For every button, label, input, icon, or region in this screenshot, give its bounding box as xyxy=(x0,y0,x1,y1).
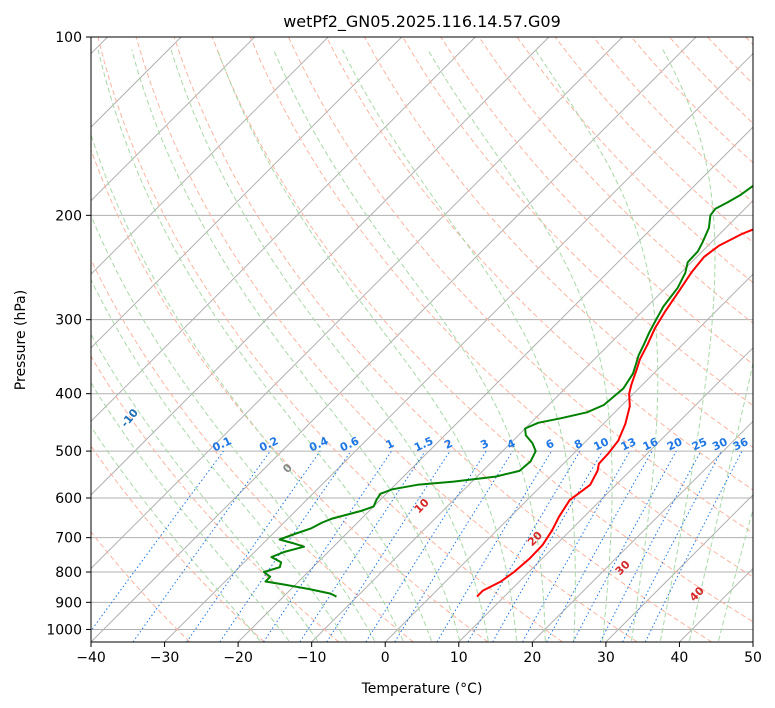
x-axis-ticks: −40 −30 −20 −10 0 10 20 30 40 50 xyxy=(76,642,762,666)
dewpoint-profile-line xyxy=(262,184,753,598)
x-tick-label: 10 xyxy=(450,650,468,666)
y-tick-label: 900 xyxy=(55,595,82,611)
x-tick-label: 40 xyxy=(671,650,689,666)
mixing-ratio-line xyxy=(394,450,514,642)
dry-adiabat-line xyxy=(402,37,753,407)
isobar-gridlines xyxy=(91,37,753,630)
mixing-ratio-line xyxy=(91,450,224,632)
mixing-ratio-label: 16 xyxy=(641,435,661,453)
mixing-ratio-label: 20 xyxy=(665,435,685,453)
mixing-ratio-line xyxy=(644,450,743,642)
moist-adiabat-line xyxy=(689,360,753,641)
y-tick-label: 700 xyxy=(55,531,82,547)
mixing-ratio-label: 10 xyxy=(592,435,612,453)
mixing-ratio-line xyxy=(546,450,653,642)
dry-adiabat-line xyxy=(91,445,265,642)
y-tick-label: 500 xyxy=(55,444,82,460)
sounding-profiles xyxy=(262,184,753,598)
dry-adiabat-line xyxy=(91,258,414,642)
dry-adiabat-line xyxy=(211,37,753,623)
moist-adiabat-line xyxy=(131,49,461,641)
y-tick-label: 100 xyxy=(55,30,82,46)
mixing-ratio-line xyxy=(522,450,631,642)
moist-adiabat-line xyxy=(97,49,432,641)
moist-adiabat-line xyxy=(91,214,376,642)
mixing-ratio-line xyxy=(132,450,271,642)
x-tick-label: −20 xyxy=(223,650,253,666)
moist-adiabat-line xyxy=(341,49,576,641)
x-axis-label: Temperature (°C) xyxy=(361,681,483,697)
y-tick-label: 1000 xyxy=(46,622,82,638)
mixing-ratio-line xyxy=(186,450,321,642)
dry-adiabat-line xyxy=(249,37,753,578)
moist-adiabat-line xyxy=(217,49,518,641)
x-tick-label: 20 xyxy=(523,650,541,666)
dry-adiabat-line xyxy=(173,37,713,642)
isotherm-line xyxy=(605,494,753,642)
isotherm-line xyxy=(91,37,623,570)
x-tick-label: −40 xyxy=(76,650,106,666)
dry-adiabat-line xyxy=(91,148,489,642)
moist-adiabats xyxy=(91,49,753,642)
moist-adiabat-line xyxy=(718,507,753,641)
mixing-ratio-label: 13 xyxy=(619,435,638,453)
dry-adiabat-line xyxy=(97,37,563,642)
isotherm-line xyxy=(384,273,753,642)
mixing-ratio-lines xyxy=(91,450,743,642)
isotherm-line xyxy=(91,37,329,275)
y-tick-label: 300 xyxy=(55,313,82,329)
x-tick-label: 30 xyxy=(597,650,615,666)
dry-adiabat-line xyxy=(516,37,753,284)
moist-adiabat-line xyxy=(170,49,489,641)
y-tick-label: 800 xyxy=(55,565,82,581)
plot-frame xyxy=(90,36,754,643)
mixing-ratio-label: 36 xyxy=(731,435,751,453)
y-tick-label: 400 xyxy=(55,387,82,403)
moist-adiabat-line xyxy=(427,49,613,641)
isotherm-line xyxy=(531,420,753,642)
isotherm-line xyxy=(91,37,550,496)
dry-adiabat-line xyxy=(326,37,753,491)
isotherm-line xyxy=(164,52,753,642)
isotherm-line xyxy=(91,37,256,202)
mixing-ratio-label: 25 xyxy=(690,435,709,453)
y-tick-label: 600 xyxy=(55,491,82,507)
moist-adiabat-line xyxy=(534,49,659,641)
x-tick-label: −10 xyxy=(297,650,327,666)
isotherm-line xyxy=(91,37,697,642)
isotherm-line xyxy=(91,37,476,423)
moist-adiabat-line xyxy=(91,333,319,642)
dry-adiabats xyxy=(91,37,753,642)
moist-adiabat-line xyxy=(660,49,716,641)
mixing-ratio-line xyxy=(263,450,392,642)
mixing-ratio-label: 30 xyxy=(710,435,730,453)
dry-adiabat-line xyxy=(91,531,191,642)
y-axis-ticks: 100 200 300 400 500 600 700 800 900 1000 xyxy=(46,30,91,638)
chart-title: wetPf2_GN05.2025.116.14.57.G09 xyxy=(283,12,561,32)
moist-adiabat-line xyxy=(273,49,546,641)
isotherm-line xyxy=(237,126,753,642)
mixing-ratio-line xyxy=(299,450,426,642)
isotherm-line xyxy=(458,347,753,642)
isotherm-line xyxy=(91,37,403,349)
y-tick-label: 200 xyxy=(55,208,82,224)
mixing-ratio-line xyxy=(326,450,451,642)
moist-adiabat-line xyxy=(91,278,347,642)
dry-adiabat-line xyxy=(91,355,340,642)
temperature-profile-line xyxy=(476,228,753,598)
x-tick-label: 50 xyxy=(744,650,762,666)
mixing-ratio-line xyxy=(572,450,677,642)
dry-adiabat-line xyxy=(478,37,753,324)
mixing-ratio-line xyxy=(219,450,352,642)
dry-adiabat-line xyxy=(135,37,638,642)
x-tick-label: −30 xyxy=(150,650,180,666)
x-tick-label: 0 xyxy=(381,650,390,666)
skewed-isotherm-gridlines xyxy=(91,37,753,642)
moist-adiabat-line xyxy=(91,133,404,642)
y-axis-label: Pressure (hPa) xyxy=(13,290,29,390)
